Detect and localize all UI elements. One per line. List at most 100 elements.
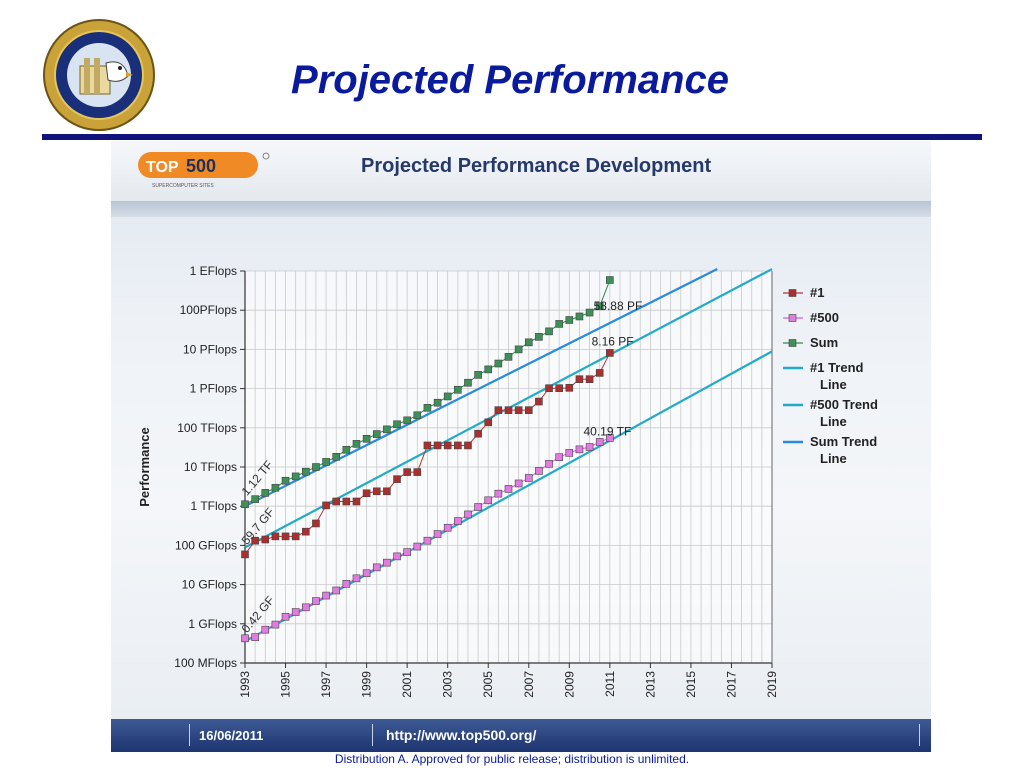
footer-url-link[interactable]: http://www.top500.org/ — [386, 727, 537, 743]
series-sum-point — [281, 476, 290, 485]
x-tick-label: 2015 — [684, 671, 698, 698]
series-top500-point — [383, 558, 391, 567]
legend-sum-trend-label: Sum Trend — [810, 434, 877, 449]
x-tick-label: 2005 — [481, 671, 495, 698]
series-top1-point — [545, 384, 553, 393]
series-sum-point — [241, 500, 249, 509]
footer-date: 16/06/2011 — [199, 728, 264, 743]
series-top500-point — [362, 569, 371, 578]
series-top500-point — [352, 574, 361, 583]
footer-separator — [189, 724, 190, 746]
series-top1-point — [291, 532, 300, 541]
series-sum-point — [403, 416, 411, 425]
series-top1-point — [312, 519, 320, 528]
series-top500-point — [312, 597, 320, 605]
series-top1-point — [484, 418, 493, 427]
legend-top1-label: #1 — [810, 285, 824, 300]
series-sum-point — [433, 398, 442, 407]
series-sum-point — [595, 302, 604, 311]
x-tick-label: 1997 — [319, 671, 333, 698]
series-sum-point — [575, 312, 584, 321]
data-annotation: 58.88 PF — [594, 299, 643, 313]
series-sum-point — [555, 320, 563, 328]
series-top500-point — [302, 603, 310, 612]
series-sum-point — [312, 463, 320, 471]
series-top500-point — [393, 552, 401, 561]
series-top1-point — [524, 406, 533, 414]
y-tick-label: 100 MFlops — [174, 656, 237, 670]
x-tick-label: 1993 — [238, 671, 252, 698]
series-top1-point — [494, 406, 503, 414]
series-sum-point — [606, 276, 614, 284]
y-axis-title: Performance — [137, 427, 152, 506]
series-top1-point — [464, 441, 472, 450]
panel-title: Projected Performance Development — [361, 155, 712, 177]
y-tick-label: 100 TFlops — [177, 421, 237, 435]
series-sum-point — [413, 411, 422, 420]
series-top500-point — [332, 586, 341, 595]
series-sum-point — [352, 440, 361, 448]
series-sum-point — [342, 445, 351, 454]
series-top500-point — [565, 449, 574, 457]
y-tick-label: 10 GFlops — [182, 578, 237, 592]
performance-chart: 1 EFlops 100PFlops 10 PFlops 1 PFlops 100 TF… — [137, 264, 878, 698]
series-sum-point — [322, 458, 330, 466]
series-top500-point — [433, 530, 442, 538]
chart-panel: TOP 500 SUPERCOMPUTER SITES Projected Pe… — [111, 141, 931, 752]
series-sum-point — [454, 385, 462, 394]
series-sum-point — [443, 392, 452, 401]
usaf-chief-scientist-seal — [43, 19, 155, 131]
legend-sum-marker — [788, 339, 797, 347]
series-top500-point — [535, 467, 543, 475]
y-tick-label: 1 TFlops — [191, 499, 237, 513]
legend-sum-label: Sum — [810, 335, 838, 350]
series-top500-point — [585, 443, 594, 451]
series-top1-point — [423, 441, 432, 450]
series-sum-point — [261, 489, 270, 497]
series-sum-point — [504, 353, 513, 361]
legend-top500-label: #500 — [810, 310, 839, 325]
series-top500-point — [271, 620, 280, 629]
series-top1-point — [504, 406, 513, 414]
distribution-statement: Distribution A. Approved for public rele… — [334, 752, 690, 766]
series-sum-point — [362, 434, 371, 443]
series-top1-point — [302, 527, 310, 536]
x-tick-label: 1999 — [360, 671, 374, 698]
series-top1-point — [443, 441, 452, 450]
series-top500-point — [595, 438, 604, 446]
series-top1-point — [474, 429, 482, 438]
series-sum-point — [251, 495, 259, 503]
series-top1-point — [413, 468, 422, 476]
series-top500-point — [372, 563, 381, 572]
x-tick-label: 2017 — [724, 671, 738, 698]
legend-top1-marker — [788, 289, 797, 297]
series-top500-point — [251, 633, 259, 641]
series-top1-point — [433, 441, 442, 450]
y-tick-label: 1 EFlops — [190, 264, 237, 278]
legend-top500-trend-label: #500 Trend — [810, 397, 878, 412]
trend-line-sum — [244, 268, 718, 508]
series-top1-point — [251, 536, 259, 545]
series-top1-point — [565, 384, 574, 392]
x-tick-label: 2019 — [765, 671, 779, 698]
series-top1-point — [555, 384, 563, 393]
x-tick-label: 2009 — [562, 671, 576, 698]
series-sum-point — [271, 483, 280, 492]
series-top1-point — [362, 489, 371, 498]
series-sum-point — [535, 333, 543, 341]
footer-separator — [372, 724, 373, 746]
series-top500-point — [504, 485, 513, 493]
footer-separator — [919, 724, 920, 746]
title-rule — [42, 134, 982, 140]
x-tick-label: 2013 — [643, 671, 657, 698]
series-top500-point — [281, 612, 290, 621]
series-top500-point — [342, 580, 351, 588]
series-sum-point — [464, 378, 472, 387]
x-tick-label: 2011 — [603, 671, 617, 697]
x-tick-label: 2001 — [400, 671, 414, 698]
series-top1-point — [372, 487, 381, 496]
series-top1-point — [281, 532, 290, 541]
series-top500-point — [545, 460, 553, 468]
series-sum-point — [423, 404, 432, 412]
series-top1-point — [352, 497, 361, 506]
